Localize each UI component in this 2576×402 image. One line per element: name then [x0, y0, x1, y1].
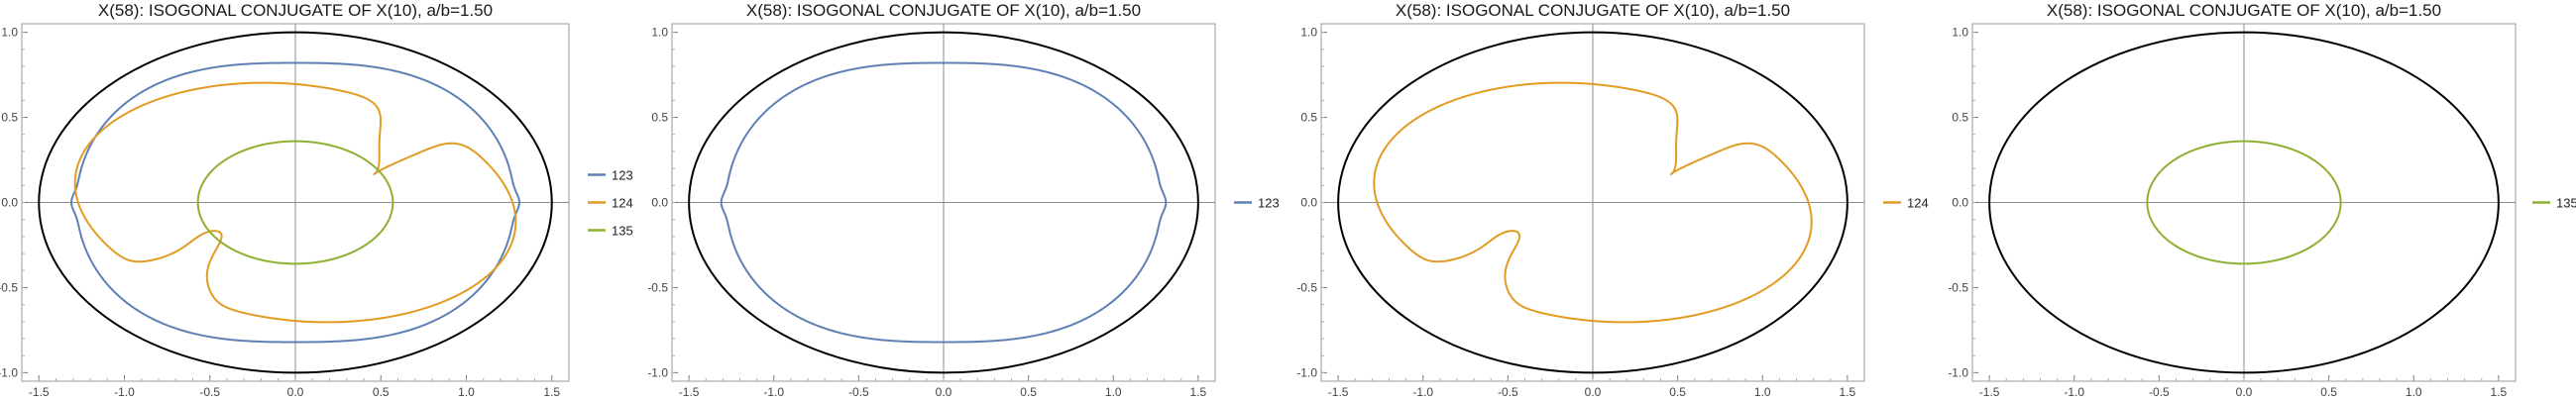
y-tick-label: 0.5 — [1, 111, 18, 125]
x-tick-label: 1.0 — [1105, 385, 1122, 399]
x-tick-label: -0.5 — [2149, 385, 2170, 399]
reference-ellipse — [1988, 31, 2500, 374]
series-line-135 — [2146, 140, 2342, 265]
x-tick-label: 1.0 — [458, 385, 475, 399]
y-tick-label: 1.0 — [1, 26, 18, 40]
legend-label: 124 — [1907, 196, 1929, 211]
x-tick-label: 1.5 — [543, 385, 560, 399]
x-tick-label: 1.5 — [1840, 385, 1856, 399]
x-tick-label: 0.5 — [373, 385, 390, 399]
y-tick-label: -1.0 — [1296, 365, 1317, 379]
x-tick-label: 0.0 — [1585, 385, 1602, 399]
x-tick-label: -1.5 — [679, 385, 700, 399]
series-line-124 — [73, 81, 517, 324]
chart-title: X(58): ISOGONAL CONJUGATE OF X(10), a/b=… — [746, 1, 1141, 20]
series-line-123 — [70, 61, 520, 344]
x-tick-label: -0.5 — [1498, 385, 1518, 399]
x-tick-label: -1.5 — [1328, 385, 1349, 399]
legend-label: 135 — [612, 224, 633, 239]
y-tick-label: -1.0 — [647, 365, 668, 379]
x-tick-label: -1.0 — [2064, 385, 2084, 399]
y-tick-label: 0.0 — [1952, 196, 1968, 210]
reference-ellipse — [38, 31, 553, 374]
y-tick-label: -0.5 — [1296, 280, 1317, 294]
chart-panel: X(58): ISOGONAL CONJUGATE OF X(10), a/b=… — [647, 1, 1279, 399]
reference-ellipse — [1337, 31, 1848, 374]
x-tick-label: 0.0 — [2236, 385, 2253, 399]
y-tick-label: -1.0 — [0, 365, 18, 379]
legend-label: 123 — [612, 168, 633, 183]
y-tick-label: 0.0 — [1, 196, 18, 210]
y-tick-label: 1.0 — [1300, 26, 1317, 40]
legend-label: 124 — [612, 196, 633, 211]
chart-title: X(58): ISOGONAL CONJUGATE OF X(10), a/b=… — [1396, 1, 1790, 20]
x-tick-label: -0.5 — [199, 385, 220, 399]
x-tick-label: -0.5 — [848, 385, 869, 399]
y-tick-label: 0.5 — [1300, 111, 1317, 125]
x-tick-label: -1.0 — [114, 385, 135, 399]
x-tick-label: -1.0 — [763, 385, 784, 399]
chart-panel: X(58): ISOGONAL CONJUGATE OF X(10), a/b=… — [1948, 1, 2576, 399]
x-tick-label: -1.5 — [29, 385, 50, 399]
x-tick-label: 0.5 — [2320, 385, 2337, 399]
x-tick-label: 0.5 — [1669, 385, 1686, 399]
legend-label: 123 — [1258, 196, 1280, 211]
x-tick-label: 1.0 — [1754, 385, 1771, 399]
x-tick-label: 1.5 — [2491, 385, 2508, 399]
chart-title: X(58): ISOGONAL CONJUGATE OF X(10), a/b=… — [98, 1, 493, 20]
y-tick-label: 1.0 — [651, 26, 668, 40]
y-tick-label: 0.5 — [1952, 111, 1968, 125]
y-tick-label: 1.0 — [1952, 26, 1968, 40]
x-tick-label: 0.0 — [287, 385, 304, 399]
chart-panel: X(58): ISOGONAL CONJUGATE OF X(10), a/b=… — [0, 1, 633, 399]
legend-label: 135 — [2556, 196, 2576, 211]
y-tick-label: -0.5 — [1948, 280, 1968, 294]
series-line-123 — [720, 61, 1168, 344]
x-tick-label: -1.0 — [1412, 385, 1433, 399]
y-tick-label: 0.0 — [1300, 196, 1317, 210]
series-line-124 — [1373, 81, 1813, 324]
y-tick-label: 0.0 — [651, 196, 668, 210]
y-tick-label: 0.5 — [651, 111, 668, 125]
series-line-135 — [196, 140, 394, 265]
y-tick-label: -0.5 — [0, 280, 18, 294]
y-tick-label: -0.5 — [647, 280, 668, 294]
reference-ellipse — [688, 31, 1199, 374]
chart-title: X(58): ISOGONAL CONJUGATE OF X(10), a/b=… — [2047, 1, 2441, 20]
x-tick-label: 0.5 — [1020, 385, 1037, 399]
x-tick-label: -1.5 — [1979, 385, 2000, 399]
x-tick-label: 0.0 — [936, 385, 952, 399]
x-tick-label: 1.0 — [2406, 385, 2422, 399]
y-tick-label: -1.0 — [1948, 365, 1968, 379]
chart-panel: X(58): ISOGONAL CONJUGATE OF X(10), a/b=… — [1296, 1, 1928, 399]
x-tick-label: 1.5 — [1190, 385, 1207, 399]
